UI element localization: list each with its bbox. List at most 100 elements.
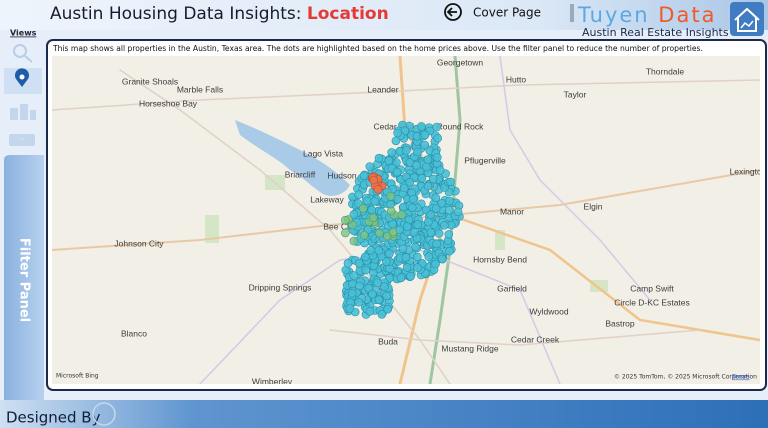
property-dot-high — [373, 185, 383, 194]
cover-page-link[interactable]: Cover Page — [444, 3, 541, 21]
place-label: Garfield — [497, 283, 527, 293]
property-dot — [355, 281, 364, 291]
place-label: Lexington — [730, 166, 767, 176]
property-dot-mid — [375, 229, 384, 238]
property-dot — [354, 190, 364, 199]
property-dot — [365, 306, 375, 316]
title-highlight: Location — [307, 4, 389, 24]
property-dot-mid — [382, 231, 392, 241]
map-copyright: © 2025 TomTom, © 2025 Microsoft Corporat… — [614, 374, 757, 381]
place-label: Wyldwood — [529, 306, 568, 316]
place-label: Lago Vista — [303, 148, 343, 158]
property-dot — [411, 242, 420, 252]
property-dot-mid — [349, 236, 359, 246]
property-dot — [432, 239, 442, 249]
property-dot — [401, 253, 411, 262]
property-dot — [354, 258, 364, 268]
place-label: Hutto — [506, 74, 527, 84]
property-dot — [382, 291, 392, 301]
property-dot-mid — [386, 192, 396, 201]
place-label: Bastrop — [605, 318, 635, 328]
property-dot-mid — [341, 228, 350, 238]
view-icon-active[interactable] — [4, 68, 42, 94]
property-dot — [360, 252, 370, 262]
property-dot — [380, 282, 389, 291]
property-dot — [383, 304, 393, 314]
property-dot — [365, 162, 375, 171]
property-dot — [396, 273, 406, 283]
property-dot — [366, 246, 376, 255]
property-dot-mid — [397, 210, 407, 220]
property-dot — [444, 205, 454, 215]
property-dot — [367, 205, 377, 215]
view-icon[interactable]: ··· — [9, 134, 35, 146]
place-label: Granite Shoals — [122, 76, 178, 86]
back-icon[interactable] — [444, 3, 462, 21]
footer-logo — [92, 402, 116, 426]
back-arrow[interactable] — [446, 7, 457, 17]
property-dot — [407, 203, 417, 213]
footer-bar — [0, 400, 768, 428]
map-terms[interactable]: Terms — [731, 374, 750, 381]
property-dot — [431, 204, 441, 213]
place-label: Briarcliff — [285, 169, 316, 179]
filter-panel-tab[interactable]: Filter Panel — [4, 155, 44, 400]
property-dot — [437, 254, 447, 264]
place-label: Leander — [367, 84, 398, 94]
views-label: Views — [10, 29, 37, 38]
place-label: Elgin — [584, 201, 603, 211]
property-dot — [393, 128, 402, 138]
property-dot — [445, 196, 454, 206]
property-dot-mid — [359, 230, 369, 240]
property-dot — [343, 258, 353, 268]
property-dot — [384, 249, 394, 258]
property-dot-mid — [340, 215, 350, 225]
property-dot — [444, 230, 454, 239]
property-dot — [428, 174, 438, 184]
property-dot — [359, 171, 369, 181]
property-dot — [387, 148, 397, 157]
property-dots — [340, 120, 464, 319]
property-dot — [361, 265, 371, 275]
place-label: Mustang Ridge — [441, 343, 498, 353]
nav-link[interactable]: Cover Page — [473, 6, 541, 20]
property-dot — [373, 278, 382, 288]
place-label: Bee Cave — [323, 221, 361, 231]
property-dot — [348, 279, 357, 289]
place-label: Thorndale — [646, 66, 685, 76]
property-dot — [413, 220, 423, 229]
property-dot — [345, 304, 355, 313]
view-icons: ··· — [4, 44, 42, 146]
brand-bar — [570, 4, 574, 22]
property-dot — [384, 156, 394, 166]
property-dot — [417, 174, 427, 183]
view-icon[interactable] — [10, 104, 36, 120]
place-label: Cedar Park — [374, 121, 418, 131]
place-label: Marble Falls — [177, 84, 223, 94]
property-dot — [446, 177, 455, 187]
view-icon[interactable] — [13, 44, 33, 63]
property-dot — [374, 153, 384, 163]
place-label: Taylor — [564, 89, 587, 99]
property-dot — [431, 193, 441, 202]
property-dot — [398, 244, 408, 254]
property-dot — [422, 162, 431, 172]
property-dot — [368, 289, 377, 299]
filter-panel-label[interactable]: Filter Panel — [17, 238, 32, 322]
place-label: Horseshoe Bay — [139, 98, 198, 108]
property-dot — [453, 207, 463, 217]
brand-first: Tuyen — [577, 3, 650, 27]
property-dot — [391, 136, 401, 146]
place-label: Blanco — [121, 328, 147, 338]
map-provider: Microsoft Bing — [56, 373, 99, 380]
property-dot — [417, 122, 426, 131]
map[interactable]: Georgetown Thorndale Granite ShoalsMarble … — [52, 56, 767, 386]
header-title: Austin Housing Data Insights: Location — [50, 4, 389, 24]
brand-subtitle: Austin Real Estate Insights — [582, 26, 729, 39]
property-dot — [349, 271, 359, 280]
property-dot — [432, 122, 442, 132]
property-dot — [374, 295, 384, 305]
brand: Tuyen Data — [577, 3, 716, 27]
filter-tab-bg[interactable] — [4, 155, 44, 400]
property-dot — [435, 165, 445, 175]
